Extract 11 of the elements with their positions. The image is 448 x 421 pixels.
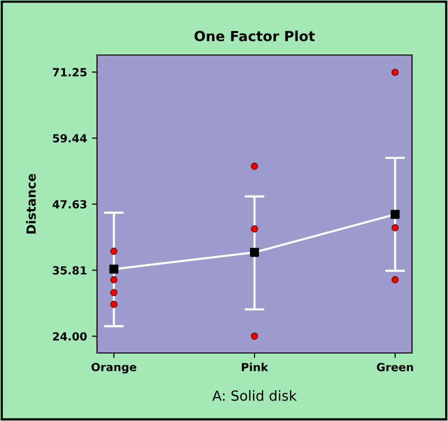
y-tick-label: 35.81 xyxy=(52,266,87,275)
y-tick-label: 59.44 xyxy=(52,134,87,142)
y-tick-label: 24.00 xyxy=(53,332,87,341)
x-tick-label: Green xyxy=(376,362,414,372)
x-axis-title: A: Solid disk xyxy=(212,390,297,401)
y-tick-label: 47.63 xyxy=(52,200,86,208)
x-tick-label: Orange xyxy=(92,362,136,374)
y-axis-title: Distance xyxy=(26,174,36,234)
y-tick-label: 71.25 xyxy=(52,68,87,76)
x-tick-label: Pink xyxy=(242,362,268,372)
chart-title: One Factor Plot xyxy=(194,30,315,42)
